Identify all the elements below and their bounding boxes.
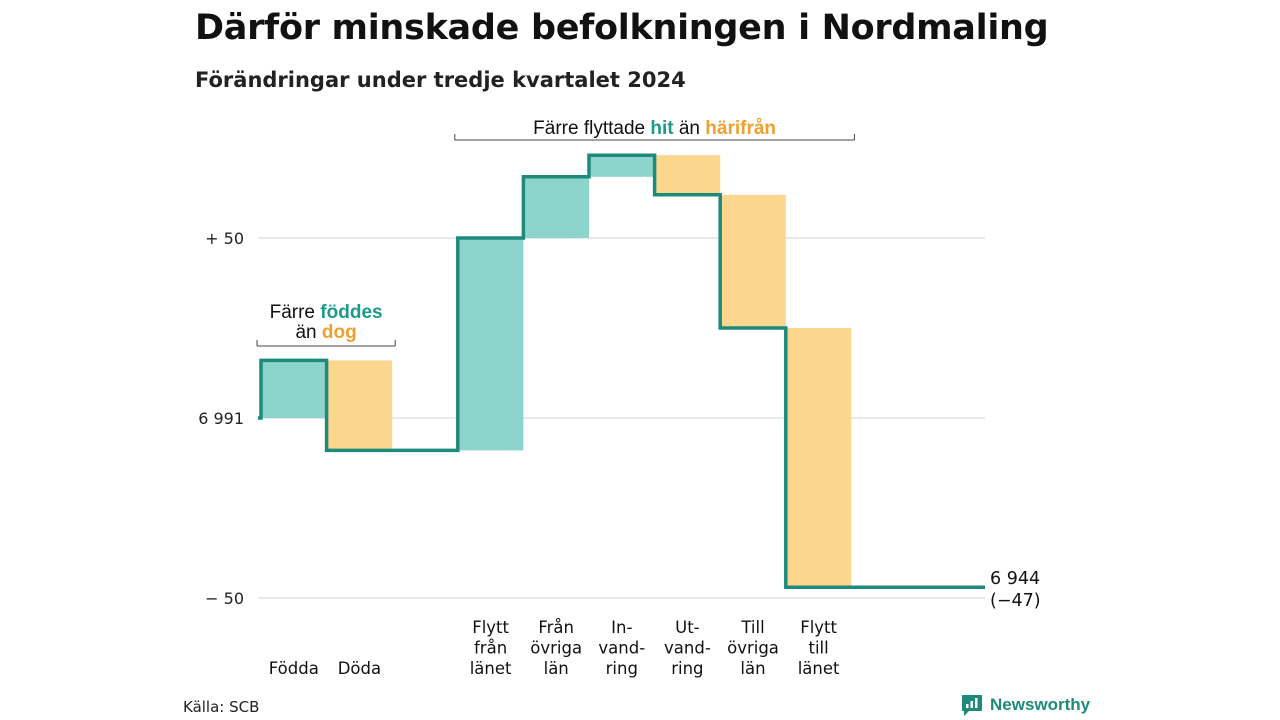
category-label: Till: [740, 618, 764, 637]
category-label: till: [808, 639, 828, 658]
annotation-span: Färre flyttade: [533, 118, 650, 139]
category-label: vand-: [664, 639, 711, 658]
category-label: Ut-: [675, 618, 700, 637]
category-label: Flytt: [472, 618, 509, 637]
category-label: Döda: [338, 659, 381, 678]
annotation-span: föddes: [320, 302, 382, 323]
annotation-text: Färre föddes: [270, 302, 383, 323]
waterfall-bar: [589, 155, 655, 177]
category-label: län: [544, 659, 569, 678]
waterfall-bar: [261, 360, 327, 418]
chart-title: Därför minskade befolkningen i Nordmalin…: [195, 8, 1049, 48]
category-label: länet: [798, 659, 840, 678]
annotation-text: än dog: [295, 322, 356, 343]
cumulative-step-line: [258, 153, 985, 589]
category-label: övriga: [727, 639, 779, 658]
category-label: vand-: [598, 639, 645, 658]
category-label: In-: [611, 618, 632, 637]
y-tick-label: + 50: [205, 229, 244, 248]
waterfall-bar: [457, 238, 524, 451]
annotation-span: härifrån: [705, 118, 776, 139]
category-label: Från: [538, 618, 574, 637]
newsworthy-logo: Newsworthy: [960, 693, 1090, 717]
waterfall-bar: [720, 194, 786, 328]
annotation-span: dog: [322, 322, 357, 343]
category-label: ring: [606, 659, 638, 678]
annotation-span: än: [674, 118, 706, 139]
newsworthy-logo-icon: [962, 695, 982, 716]
category-label: Födda: [269, 659, 319, 678]
end-change-label: (−47): [990, 591, 1041, 611]
y-tick-label: 6 991: [198, 409, 244, 428]
category-label: län: [740, 659, 765, 678]
waterfall-bar: [326, 360, 393, 451]
waterfall-bar: [785, 328, 852, 588]
newsworthy-logo-text: Newsworthy: [990, 695, 1091, 714]
y-tick-label: − 50: [205, 589, 244, 608]
annotation-text: Färre flyttade hit än härifrån: [533, 118, 776, 139]
category-label: övriga: [530, 639, 582, 658]
category-label: länet: [470, 659, 512, 678]
category-label: ring: [671, 659, 703, 678]
source-note: Källa: SCB: [183, 698, 260, 716]
category-label: Flytt: [800, 618, 837, 637]
chart-subtitle: Förändringar under tredje kvartalet 2024: [195, 68, 686, 92]
waterfall-bar: [654, 155, 721, 195]
category-label: från: [474, 639, 507, 658]
waterfall-bar: [523, 176, 589, 238]
annotation-span: Färre: [270, 302, 321, 323]
end-value-label: 6 944: [990, 569, 1040, 589]
annotation-span: hit: [650, 118, 674, 139]
annotation-span: än: [295, 322, 321, 343]
